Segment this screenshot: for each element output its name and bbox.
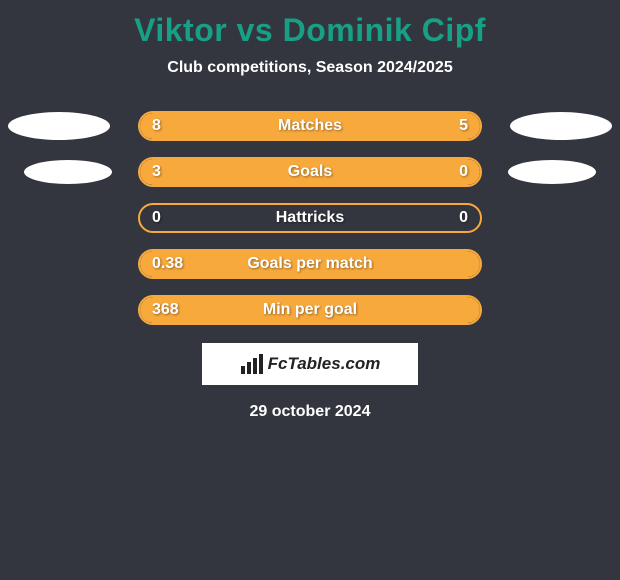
stat-bar: 85Matches [138, 111, 482, 141]
logo-inner: FcTables.com [240, 354, 381, 374]
stat-label: Goals [140, 159, 480, 185]
stat-bar: 30Goals [138, 157, 482, 187]
player-badge-right [508, 160, 596, 184]
logo-text: FcTables.com [268, 354, 381, 374]
logo-box: FcTables.com [202, 343, 418, 385]
stat-label: Min per goal [140, 297, 480, 323]
player-badge-left [24, 160, 112, 184]
stat-row: 368Min per goal [0, 295, 620, 325]
stat-row: 00Hattricks [0, 203, 620, 233]
stat-label: Matches [140, 113, 480, 139]
bars-icon [240, 354, 264, 374]
stat-row: 0.38Goals per match [0, 249, 620, 279]
stat-row: 85Matches [0, 111, 620, 141]
page-subtitle: Club competitions, Season 2024/2025 [0, 59, 620, 77]
stat-bar: 368Min per goal [138, 295, 482, 325]
stats-container: 85Matches 30Goals 00Hattricks 0.38Goals per… [0, 111, 620, 325]
stat-bar: 0.38Goals per match [138, 249, 482, 279]
player-badge-left [8, 112, 110, 140]
stat-label: Hattricks [140, 205, 480, 231]
date-label: 29 october 2024 [0, 403, 620, 421]
stat-row: 30Goals [0, 157, 620, 187]
stat-label: Goals per match [140, 251, 480, 277]
player-badge-right [510, 112, 612, 140]
page-title: Viktor vs Dominik Cipf [0, 0, 620, 49]
stat-bar: 00Hattricks [138, 203, 482, 233]
